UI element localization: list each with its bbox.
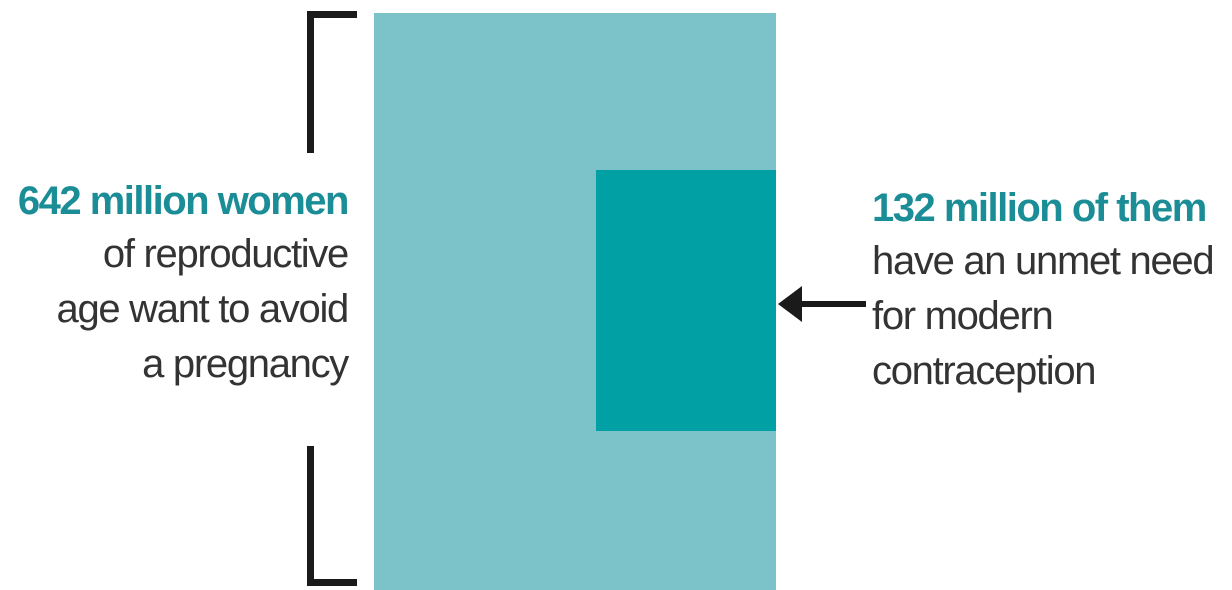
right-label-highlight: 132 million of them: [872, 186, 1207, 230]
left-label-line-1: of reproductive: [102, 232, 349, 276]
bracket-top-cap: [307, 11, 357, 18]
bracket-top-line: [307, 11, 314, 153]
bracket-bottom-cap: [307, 579, 357, 586]
right-label-line-2: for modern: [872, 294, 1054, 338]
left-label-highlight: 642 million women: [17, 179, 350, 223]
right-label-line-1: have an unmet need: [872, 239, 1215, 283]
left-label-line-2: age want to avoid: [56, 287, 350, 331]
right-label-line-3: contraception: [872, 349, 1097, 393]
bracket-bottom-line: [307, 446, 314, 586]
unmet-need-box: [596, 170, 776, 431]
left-label: 642 million women of reproductive age wa…: [8, 175, 350, 392]
right-label: 132 million of them have an unmet need f…: [872, 182, 1224, 399]
left-label-line-3: a pregnancy: [142, 342, 349, 386]
arrow-left-icon: [778, 286, 866, 322]
